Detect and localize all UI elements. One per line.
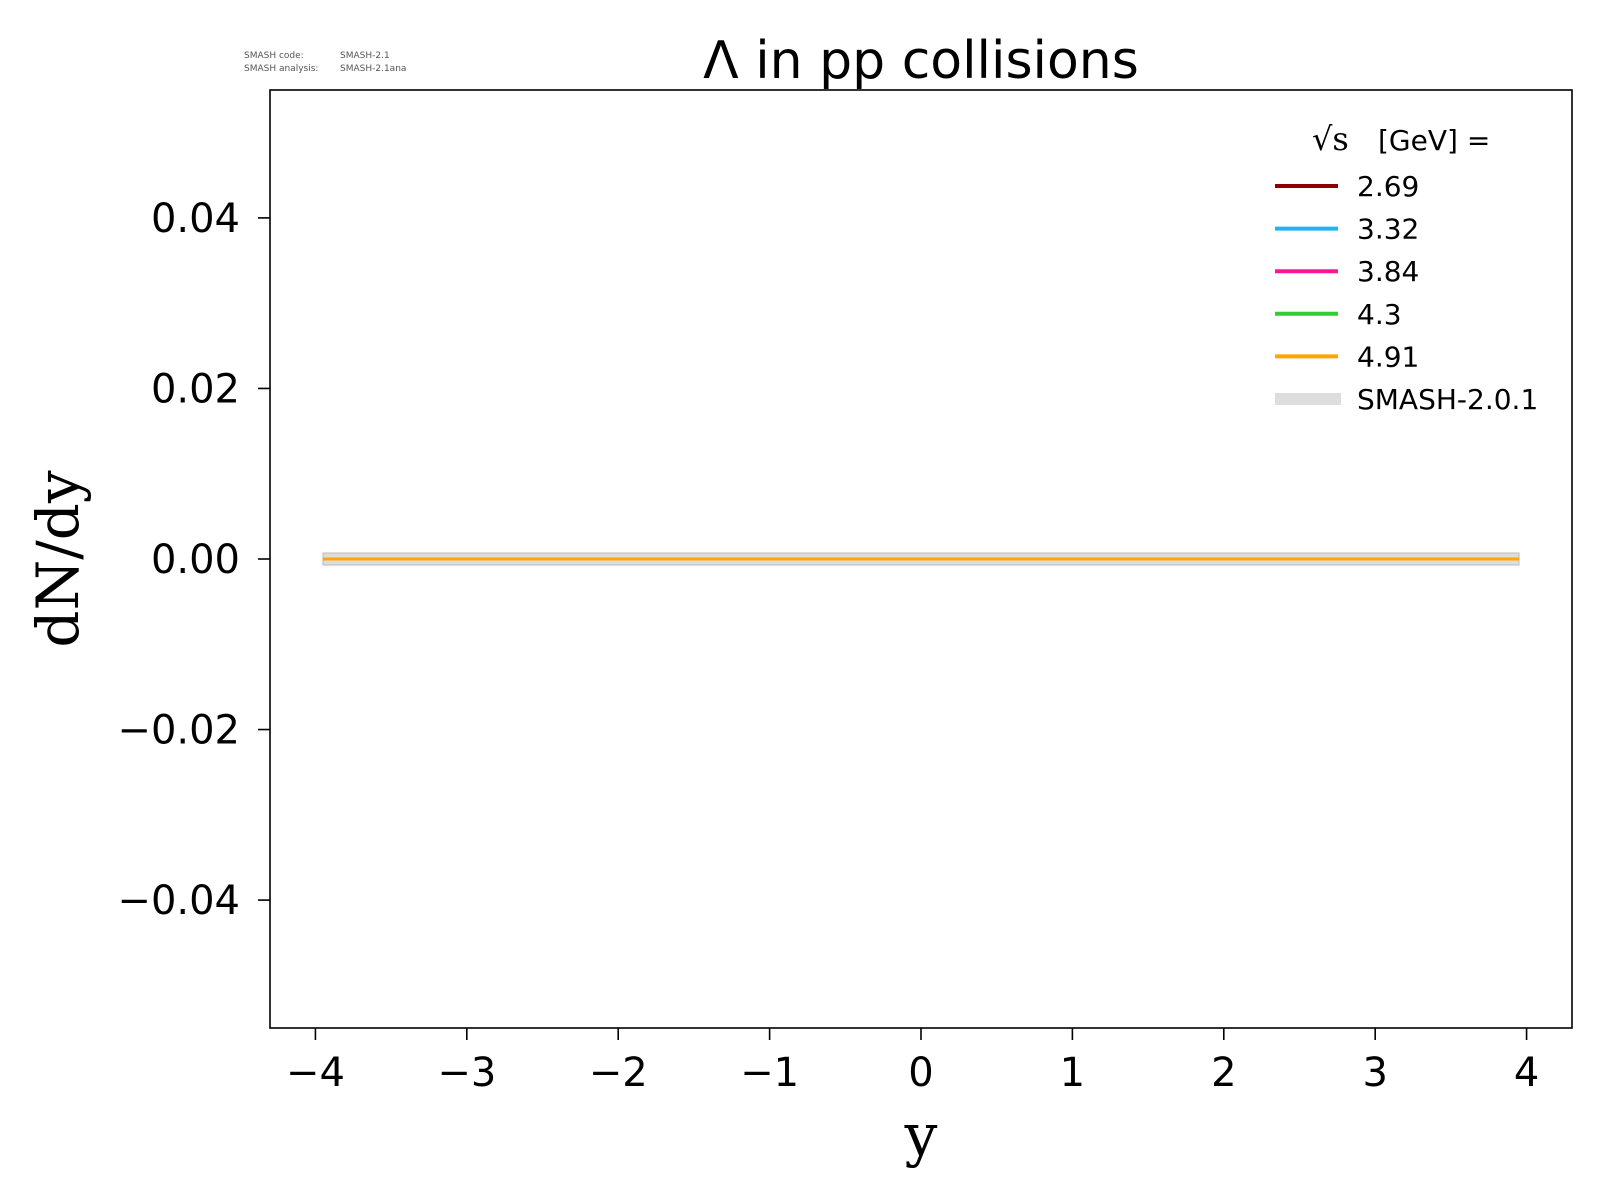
legend-label: 2.69	[1357, 170, 1419, 203]
x-tick-label: 1	[1060, 1050, 1085, 1096]
x-tick-label: 3	[1362, 1050, 1387, 1096]
x-tick-label: −4	[286, 1050, 345, 1096]
x-tick-label: −1	[740, 1050, 799, 1096]
legend-label: 3.84	[1357, 255, 1419, 288]
legend-title-sqrt: √s	[1312, 120, 1349, 158]
smash-analysis-value: SMASH-2.1ana	[340, 64, 406, 74]
x-tick-label: −3	[437, 1050, 496, 1096]
series-layer	[322, 552, 1520, 566]
x-axis-label: y	[904, 1101, 938, 1169]
smash-analysis-label: SMASH analysis:	[244, 64, 318, 74]
legend: √s [GeV] = 2.69 3.32 3.84 4.3 4.91 SMASH-2.0.…	[1275, 120, 1538, 416]
axes-layer: −4 −3 −2 −1 0 1 2 3 4 −0.04 −0.02 0.00 0.02 0.04	[117, 196, 1539, 1096]
x-tick-label: 2	[1211, 1050, 1236, 1096]
y-tick-label: −0.04	[117, 878, 240, 924]
x-tick-label: −2	[589, 1050, 648, 1096]
legend-label: 4.3	[1357, 298, 1402, 331]
x-tick-label: 0	[908, 1050, 933, 1096]
legend-label: SMASH-2.0.1	[1357, 383, 1538, 416]
y-axis-label: dN/dy	[24, 470, 92, 648]
y-tick-label: 0.04	[151, 196, 240, 242]
y-tick-label: 0.02	[151, 366, 240, 412]
x-tick-label: 4	[1514, 1050, 1539, 1096]
legend-title-unit: [GeV] =	[1378, 124, 1490, 157]
y-tick-label: 0.00	[151, 537, 240, 583]
smash-code-value: SMASH-2.1	[340, 51, 390, 61]
y-tick-label: −0.02	[117, 708, 240, 754]
smash-code-label: SMASH code:	[244, 51, 304, 61]
legend-label: 4.91	[1357, 340, 1419, 373]
legend-label: 3.32	[1357, 213, 1419, 246]
chart-title: Λ in pp collisions	[703, 31, 1139, 91]
legend-items: 2.69 3.32 3.84 4.3 4.91 SMASH-2.0.1	[1275, 170, 1538, 416]
